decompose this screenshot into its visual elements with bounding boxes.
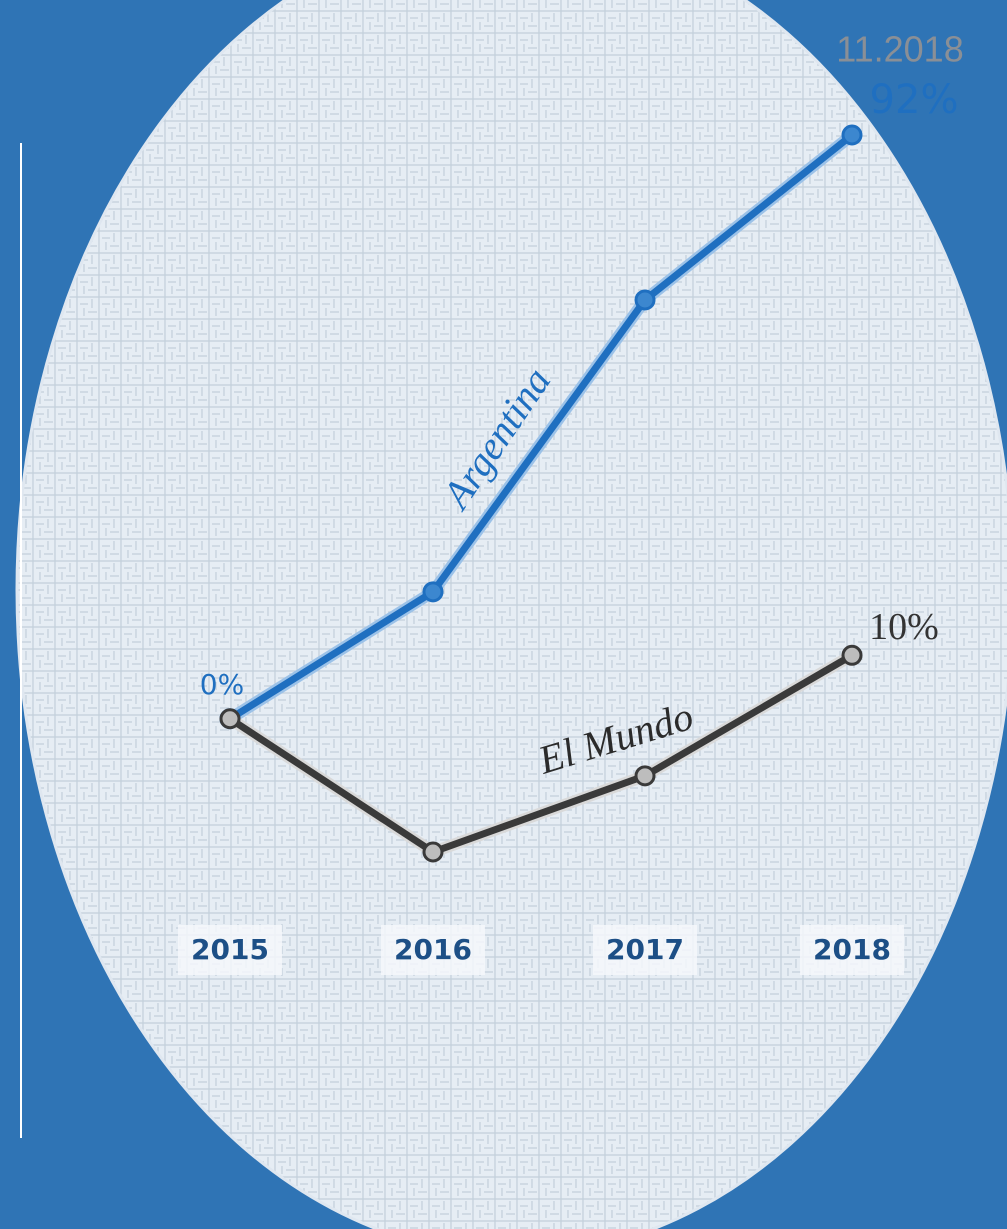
point [841, 644, 863, 666]
value-label: 10% [869, 606, 939, 648]
x-tick-box [178, 925, 282, 975]
point [422, 581, 444, 603]
x-tick-label: 2016 [394, 933, 472, 966]
series-line [228, 132, 855, 722]
x-tick-label: 2018 [813, 933, 891, 966]
x-tick-box [800, 925, 904, 975]
point [841, 124, 863, 146]
x-tick-label: 2015 [191, 933, 269, 966]
series-line [228, 652, 854, 856]
backdrop-circle [15, 0, 1007, 1229]
value-label: 92% [870, 77, 959, 123]
point [422, 841, 444, 863]
x-tick-box [593, 925, 697, 975]
value-label: 0% [200, 668, 244, 701]
point [634, 765, 656, 787]
x-tick-label: 2017 [606, 933, 684, 966]
point [219, 708, 241, 730]
x-tick-box [381, 925, 485, 975]
point [634, 289, 656, 311]
annotation: 11.2018 [836, 29, 963, 70]
